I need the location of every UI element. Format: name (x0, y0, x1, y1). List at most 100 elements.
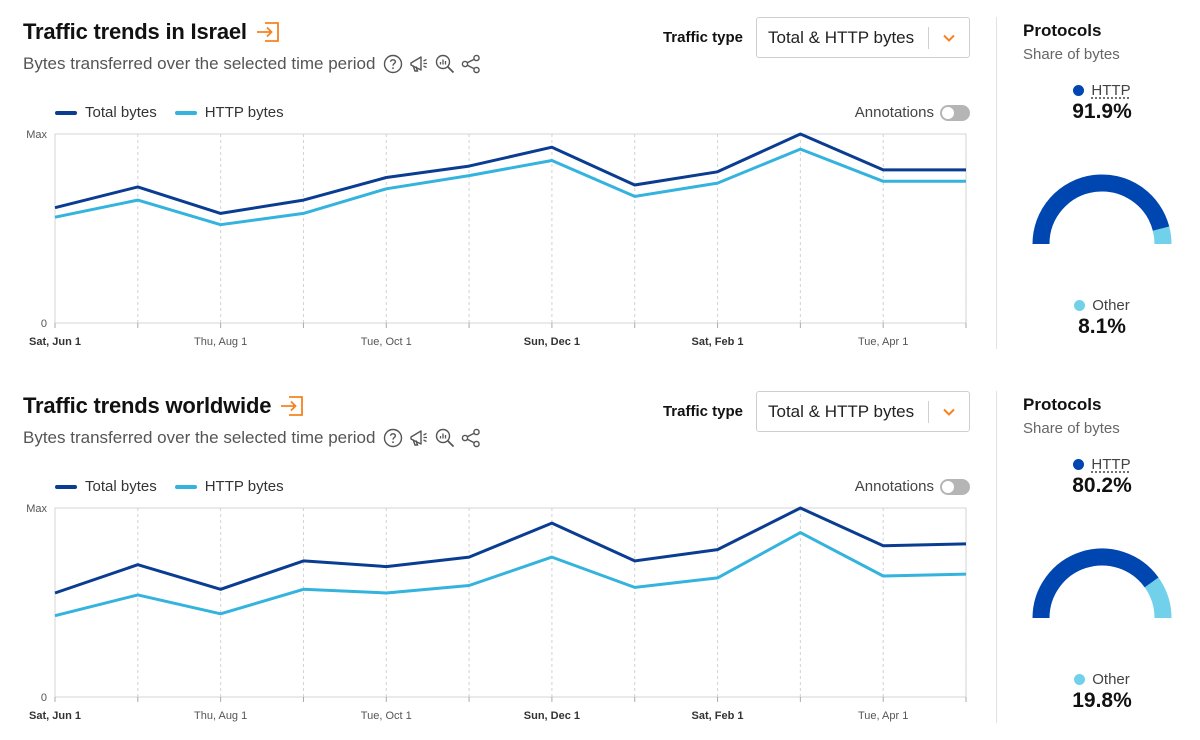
legend-item-total[interactable]: Total bytes (55, 104, 157, 121)
other-value: 8.1% (1078, 315, 1126, 338)
share-icon[interactable] (460, 53, 482, 75)
legend-swatch-http (174, 110, 197, 115)
http-label-row: HTTP (1040, 82, 1164, 99)
x-tick-label: Tue, Oct 1 (361, 336, 412, 348)
title-row: Traffic trends worldwide (23, 393, 305, 419)
http-label[interactable]: HTTP (1091, 82, 1131, 99)
protocol-gauge (1032, 174, 1172, 245)
x-tick-label: Thu, Aug 1 (194, 336, 247, 348)
traffic-type-select[interactable]: Total & HTTP bytes (756, 17, 970, 58)
protocols-subtitle: Share of bytes (1023, 420, 1120, 437)
other-dot (1074, 674, 1086, 685)
protocols-title: Protocols (1023, 21, 1102, 40)
http-dot (1073, 85, 1085, 96)
x-tick-label: Sat, Jun 1 (29, 710, 81, 722)
legend-item-http[interactable]: HTTP bytes (174, 104, 284, 121)
select-separator (928, 26, 929, 49)
protocols-title: Protocols (1023, 395, 1102, 414)
annotations-label: Annotations (854, 478, 934, 495)
panel-divider (996, 17, 997, 349)
legend-label-total: Total bytes (85, 104, 157, 121)
x-tick-label: Sat, Jun 1 (29, 336, 81, 348)
series-line-total[interactable] (54, 506, 967, 595)
chevron-down-icon[interactable] (929, 33, 969, 43)
help-icon[interactable] (382, 53, 404, 75)
panel-title: Traffic trends in Israel (23, 19, 247, 44)
legend-item-http[interactable]: HTTP bytes (174, 478, 284, 495)
panel-divider (996, 391, 997, 723)
legend-swatch-total (55, 110, 77, 115)
protocol-stat-other: Other 19.8% (1040, 671, 1164, 713)
chart-legend: Total bytes HTTP bytes (55, 104, 302, 121)
panel-subtitle: Bytes transferred over the selected time… (23, 54, 376, 73)
traffic-type-value: Total & HTTP bytes (768, 401, 915, 421)
toggle-knob (942, 480, 954, 493)
megaphone-icon[interactable] (408, 427, 430, 449)
legend-swatch-http (174, 484, 197, 489)
http-dot (1073, 459, 1085, 470)
http-label-row: HTTP (1040, 456, 1164, 473)
export-icon[interactable] (279, 395, 305, 417)
subtitle-row: Bytes transferred over the selected time… (23, 427, 482, 449)
title-row: Traffic trends in Israel (23, 19, 281, 45)
other-label: Other (1092, 297, 1130, 314)
series-line-http[interactable] (54, 531, 967, 618)
chevron-down-icon[interactable] (929, 407, 969, 417)
protocol-gauge (1032, 548, 1172, 619)
traffic-type-select[interactable]: Total & HTTP bytes (756, 391, 970, 432)
gauge-arc-http (1032, 548, 1159, 619)
x-tick-label: Sat, Feb 1 (692, 336, 744, 348)
y-tick-label-zero: 0 (41, 692, 47, 704)
traffic-panel-worldwide: Traffic trends worldwide Bytes transferr… (0, 374, 1200, 740)
http-label[interactable]: HTTP (1091, 456, 1131, 473)
plot-frame (54, 507, 967, 698)
legend-item-total[interactable]: Total bytes (55, 478, 157, 495)
zoom-chart-icon[interactable] (434, 427, 456, 449)
protocol-stat-other: Other 8.1% (1040, 297, 1164, 339)
protocol-stat-http: HTTP 80.2% (1040, 456, 1164, 498)
other-label-row: Other (1040, 297, 1164, 314)
annotations-control: Annotations (855, 104, 970, 121)
other-label-row: Other (1040, 671, 1164, 688)
annotations-toggle[interactable] (940, 104, 970, 121)
y-tick-label-max: Max (26, 129, 47, 141)
x-tick-label: Tue, Oct 1 (361, 710, 412, 722)
gauge-arc-other (1144, 577, 1172, 619)
megaphone-icon[interactable] (408, 53, 430, 75)
plot-frame (54, 133, 967, 324)
other-label: Other (1092, 671, 1130, 688)
series-line-total[interactable] (54, 132, 966, 215)
export-icon[interactable] (255, 21, 281, 43)
annotations-toggle[interactable] (940, 478, 970, 495)
legend-label-total: Total bytes (85, 478, 157, 495)
traffic-panel-israel: Traffic trends in Israel Bytes transferr… (23, 17, 1172, 349)
x-tick-label: Sun, Dec 1 (524, 336, 580, 348)
x-tick-label: Tue, Apr 1 (858, 336, 908, 348)
traffic-type-value: Total & HTTP bytes (768, 27, 915, 47)
legend-label-http: HTTP bytes (204, 104, 284, 121)
toggle-knob (942, 106, 954, 119)
y-tick-label-zero: 0 (41, 318, 47, 330)
x-tick-label: Sat, Feb 1 (692, 710, 744, 722)
select-separator (928, 400, 929, 423)
line-chart: Sat, Jun 1 Thu, Aug 1 Tue, Oct 1 Sun, Dec 1… (26, 503, 967, 722)
zoom-chart-icon[interactable] (434, 53, 456, 75)
chart-legend: Total bytes HTTP bytes (55, 478, 302, 495)
traffic-type-label: Traffic type (662, 29, 743, 46)
http-value: 80.2% (1072, 474, 1132, 497)
x-tick-label: Sun, Dec 1 (524, 710, 580, 722)
gauge-arc-other (1152, 226, 1172, 245)
other-value: 19.8% (1072, 689, 1132, 712)
traffic-type-label: Traffic type (662, 403, 743, 420)
x-tick-label: Tue, Apr 1 (858, 710, 908, 722)
legend-swatch-total (55, 484, 77, 489)
annotations-control: Annotations (855, 478, 970, 495)
annotations-label: Annotations (854, 104, 934, 121)
line-chart: Sat, Jun 1 Thu, Aug 1 Tue, Oct 1 Sun, Dec 1… (26, 129, 967, 348)
y-tick-label-max: Max (26, 503, 47, 515)
series-line-http[interactable] (54, 147, 966, 227)
protocols-subtitle: Share of bytes (1023, 46, 1120, 63)
share-icon[interactable] (460, 427, 482, 449)
help-icon[interactable] (382, 427, 404, 449)
other-dot (1074, 300, 1086, 311)
